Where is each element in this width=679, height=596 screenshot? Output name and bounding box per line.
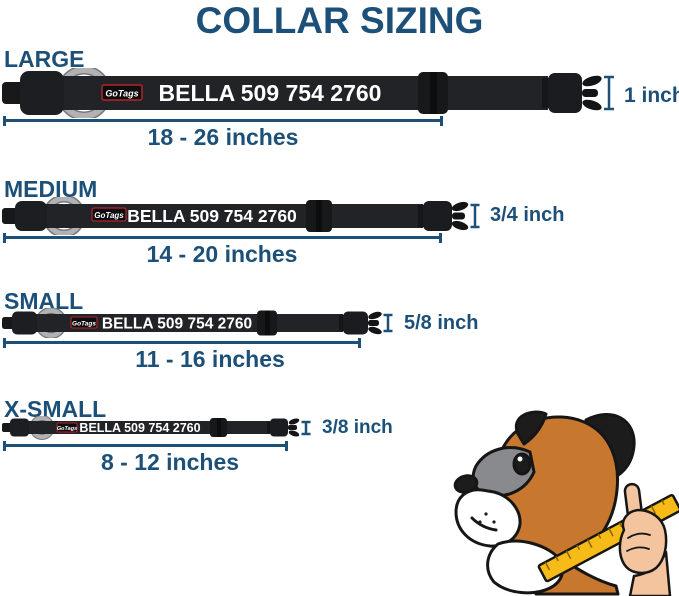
buckle-prong-top — [451, 201, 469, 212]
dog-measuring-tape-illustration — [453, 410, 679, 596]
buckle-neck — [418, 205, 427, 227]
page-title: COLLAR SIZING — [195, 0, 484, 41]
dog-ear-left — [514, 410, 548, 446]
range-label-small: 11 - 16 inches — [135, 346, 285, 372]
gotags-logo-box — [91, 207, 127, 222]
buckle-female-icon — [12, 311, 37, 335]
collar-small-image: GoTags BELLA 509 754 2760 — [2, 308, 393, 338]
width-label-large: 1 inch — [624, 84, 679, 107]
slider-bar — [430, 72, 437, 114]
width-measure-icon — [383, 313, 393, 333]
buckle-prong-bottom — [451, 220, 469, 231]
buckle-male-icon — [548, 73, 582, 113]
buckle-prong-bottom — [582, 99, 602, 111]
gotags-logo: GoTags — [72, 321, 96, 328]
length-measure-line-medium — [3, 232, 442, 243]
width-measure-icon — [301, 420, 311, 436]
buckle-prong-top — [288, 418, 300, 425]
buckle-female-icon — [10, 418, 29, 437]
range-label-medium: 14 - 20 inches — [146, 241, 298, 267]
gotags-logo-box — [70, 316, 98, 329]
slider-bar — [217, 418, 221, 437]
buckle-prong-top — [582, 75, 602, 87]
buckle-prong-bottom — [368, 326, 382, 335]
collar-print-text: BELLA 509 754 2760 — [127, 206, 297, 226]
dog-whisker-dot — [492, 520, 496, 524]
gotags-logo: GoTags — [94, 211, 124, 220]
length-measure-line-large — [3, 115, 443, 126]
slider-bar — [316, 200, 322, 232]
slider-bar — [265, 310, 270, 336]
buckle-neck — [542, 78, 552, 108]
buckle-female-icon — [15, 201, 47, 231]
size-label-x-small: X-SMALL — [4, 396, 107, 422]
buckle-prong-center — [288, 425, 297, 430]
dog-eye — [512, 452, 532, 476]
dog-muzzle — [454, 488, 522, 548]
dog-nose — [453, 474, 479, 494]
collar-print-text: BELLA 509 754 2760 — [159, 80, 382, 106]
dog-whisker-dot — [478, 520, 482, 524]
width-label-small: 5/8 inch — [404, 312, 479, 334]
gotags-logo: GoTags — [57, 426, 77, 432]
buckle-male-icon — [270, 418, 288, 437]
collar-large-image: GoTags BELLA 509 754 2760 — [2, 68, 614, 118]
buckle-prong-bottom — [288, 430, 300, 437]
dog-eye-glint — [517, 456, 523, 462]
buckle-prong-center — [582, 89, 598, 97]
width-measure-icon — [604, 75, 614, 111]
length-measure-line-x-small — [3, 440, 288, 451]
gotags-logo-box — [56, 422, 78, 433]
dog-whisker-dot — [484, 512, 488, 516]
gotags-logo: GoTags — [105, 89, 138, 99]
collar-strap — [28, 421, 270, 434]
buckle-prong-center — [368, 320, 379, 326]
size-label-medium: MEDIUM — [4, 176, 98, 202]
collar-medium-image: GoTags BELLA 509 754 2760 — [2, 197, 480, 235]
dog-mouth — [470, 516, 498, 532]
collar-x-small-image: GoTags BELLA 509 754 2760 — [2, 416, 311, 440]
collar-print-text: BELLA 509 754 2760 — [102, 316, 252, 333]
collar-print-text: BELLA 509 754 2760 — [79, 421, 200, 435]
width-label-medium: 3/4 inch — [490, 204, 565, 226]
width-measure-icon — [470, 203, 480, 229]
size-label-large: LARGE — [4, 46, 85, 72]
hand-icon — [618, 483, 672, 596]
buckle-male-icon — [423, 201, 452, 231]
width-label-x-small: 3/8 inch — [322, 417, 393, 438]
buckle-female-icon — [20, 71, 64, 115]
buckle-male-icon — [343, 311, 368, 335]
dog-chest — [486, 539, 565, 595]
range-label-x-small: 8 - 12 inches — [100, 449, 240, 475]
length-measure-line-small — [3, 337, 361, 348]
buckle-prong-center — [452, 212, 465, 220]
gotags-logo-box — [101, 84, 143, 101]
buckle-prong-top — [368, 311, 382, 320]
range-label-large: 18 - 26 inches — [147, 124, 299, 150]
